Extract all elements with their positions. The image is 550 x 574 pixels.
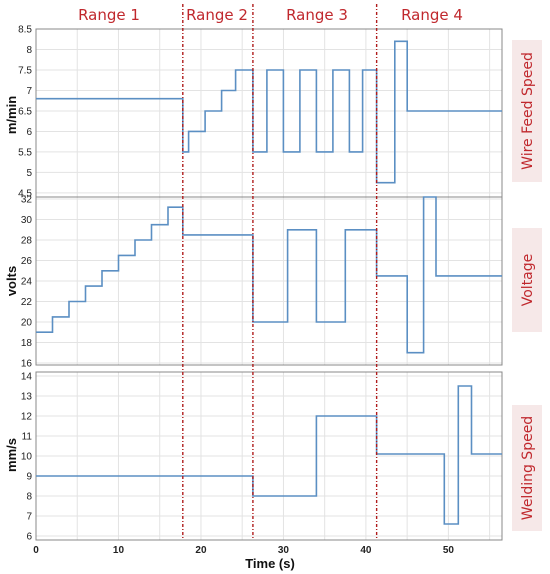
ytick-label-mms: 8 bbox=[26, 492, 32, 503]
series-line-mmin bbox=[36, 40, 502, 184]
ytick-label-volts: 24 bbox=[21, 277, 33, 288]
ylabel-wire-feed: m/min bbox=[4, 96, 19, 134]
ytick-label-mms: 6 bbox=[26, 532, 32, 543]
xtick-label: 0 bbox=[33, 545, 39, 556]
xtick-label: 50 bbox=[443, 545, 455, 556]
ytick-label-volts: 22 bbox=[21, 297, 33, 308]
ytick-label-mmin: 7 bbox=[26, 86, 32, 97]
ylabel-welding-speed: mm/s bbox=[4, 438, 19, 472]
ytick-label-volts: 32 bbox=[21, 195, 33, 206]
side-label-welding-speed: Welding Speed bbox=[520, 416, 536, 520]
ytick-label-mms: 11 bbox=[22, 432, 33, 443]
ytick-label-mmin: 5 bbox=[26, 168, 32, 179]
ytick-label-volts: 16 bbox=[21, 358, 33, 369]
tick-labels: 4.5 5 5.5 6 6.5 7 7.5 8 8.5 16 18 20 22 24 26 28 30 32 6 7 8… bbox=[18, 25, 454, 557]
side-label-wire-feed: Wire Feed Speed bbox=[520, 52, 536, 170]
side-label-box-voltage bbox=[512, 228, 542, 332]
ytick-label-volts: 20 bbox=[21, 317, 33, 328]
panel-frames bbox=[35, 28, 503, 541]
ytick-label-mms: 12 bbox=[21, 412, 33, 423]
range-1-label: Range 1 bbox=[78, 6, 140, 24]
range-boundaries bbox=[182, 4, 378, 540]
ylabel-voltage: volts bbox=[4, 266, 19, 296]
ytick-label-volts: 18 bbox=[21, 338, 33, 349]
range-4-label: Range 4 bbox=[401, 6, 463, 24]
ytick-label-mmin: 8.5 bbox=[18, 25, 32, 36]
ytick-label-mms: 13 bbox=[21, 392, 33, 403]
panel-frame-mms bbox=[35, 371, 503, 541]
ytick-label-volts: 28 bbox=[21, 236, 33, 247]
range-2-label: Range 2 bbox=[186, 6, 248, 24]
ytick-label-volts: 30 bbox=[21, 215, 33, 226]
grid-layer bbox=[36, 28, 502, 540]
ytick-label-mmin: 6 bbox=[26, 127, 32, 138]
side-label-box-wire-feed bbox=[512, 40, 542, 182]
xtick-label: 20 bbox=[195, 545, 207, 556]
xlabel: Time (s) bbox=[245, 556, 295, 571]
side-label-box-welding-speed bbox=[512, 405, 542, 531]
side-label-voltage: Voltage bbox=[520, 254, 536, 307]
ytick-label-mms: 9 bbox=[26, 472, 32, 483]
series-line-mms bbox=[36, 385, 502, 525]
ytick-label-mms: 14 bbox=[21, 372, 33, 383]
ytick-label-mmin: 8 bbox=[26, 45, 32, 56]
ytick-label-mms: 7 bbox=[26, 512, 32, 523]
ytick-label-mmin: 4.5 bbox=[18, 188, 32, 199]
series-line-volts bbox=[36, 196, 502, 354]
xtick-label: 10 bbox=[113, 545, 125, 556]
ytick-label-mmin: 6.5 bbox=[18, 106, 32, 117]
ytick-label-mmin: 5.5 bbox=[18, 147, 32, 158]
panel-frame-mmin bbox=[35, 28, 503, 198]
series-layer bbox=[36, 40, 502, 525]
panel-frame-volts bbox=[35, 196, 503, 366]
xtick-label: 40 bbox=[360, 545, 372, 556]
ytick-label-mms: 10 bbox=[21, 452, 33, 463]
ytick-label-mmin: 7.5 bbox=[18, 65, 32, 76]
xtick-label: 30 bbox=[278, 545, 290, 556]
ytick-label-volts: 26 bbox=[21, 256, 33, 267]
range-3-label: Range 3 bbox=[286, 6, 348, 24]
